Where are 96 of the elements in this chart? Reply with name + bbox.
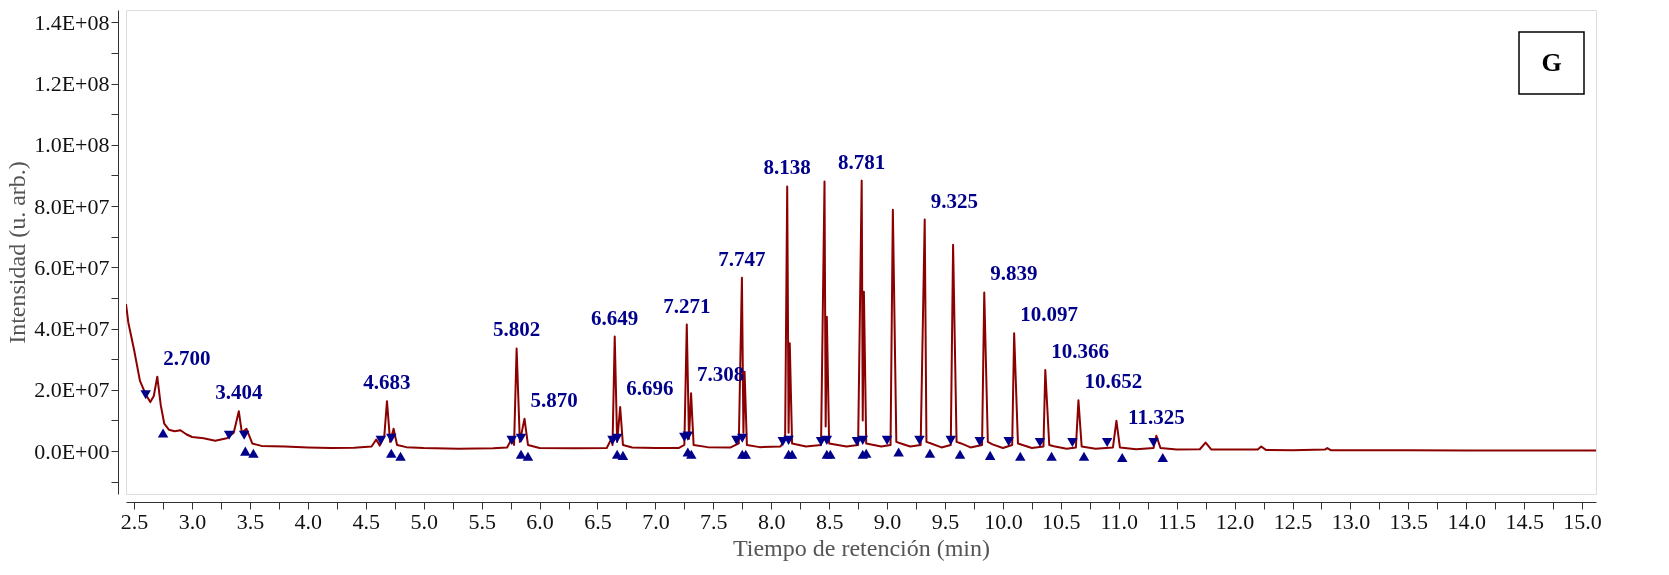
point [1148, 438, 1159, 448]
y-tick-label: 0.0E+00 [34, 438, 110, 464]
y-tick-label: 1.4E+08 [34, 9, 110, 35]
point [1067, 438, 1078, 448]
annotation: 5.870 [530, 387, 578, 412]
point [945, 435, 957, 445]
y-tick-label: 1.0E+08 [34, 132, 110, 158]
x-tick-label: 9.0 [873, 508, 902, 534]
annotation: 8.781 [838, 149, 886, 174]
line-series [126, 179, 1596, 452]
y-tick-label: 8.0E+07 [34, 193, 110, 219]
x-tick-label: 3.0 [178, 508, 207, 534]
annotation: 6.649 [591, 305, 639, 330]
point [617, 450, 629, 460]
point [924, 448, 936, 458]
x-tick-label: 8.5 [815, 508, 844, 534]
point [386, 448, 397, 458]
x-tick-label: 12.0 [1215, 508, 1255, 534]
x-tick-label: 5.5 [468, 508, 496, 534]
point [1034, 438, 1046, 448]
point [238, 430, 250, 440]
point [611, 433, 623, 443]
point [857, 435, 868, 445]
x-tick-label: 7.5 [700, 508, 728, 534]
point [506, 435, 517, 445]
x-tick-label: 11.5 [1158, 508, 1197, 534]
point [783, 435, 794, 445]
x-tick-label: 3.5 [236, 508, 265, 534]
y-tick-label: 4.0E+07 [34, 316, 110, 342]
point [825, 449, 836, 459]
point [375, 435, 387, 445]
annotation: 10.097 [1020, 302, 1078, 327]
point [223, 430, 235, 440]
x-tick-label: 13.5 [1389, 508, 1429, 534]
point [954, 449, 966, 459]
point [240, 446, 251, 456]
y-tick-label: 6.0E+07 [34, 254, 110, 280]
point [140, 390, 151, 400]
annotation: 8.138 [763, 155, 811, 180]
annotation: 6.696 [626, 376, 674, 400]
annotation: 9.839 [990, 261, 1038, 286]
x-tick-label: 9.5 [931, 508, 960, 534]
annotation: 11.325 [1128, 404, 1185, 429]
x-tick-label: 2.5 [120, 508, 149, 534]
point [1046, 451, 1057, 461]
annotation: 3.404 [215, 380, 263, 405]
x-axis-title: Tiempo de retención (min) [732, 534, 991, 561]
point [821, 435, 833, 445]
point [1101, 438, 1113, 448]
annotation: 4.683 [363, 370, 411, 395]
point [914, 435, 925, 445]
annotation: 10.366 [1051, 338, 1110, 363]
point [786, 449, 798, 459]
x-tick-label: 6.5 [584, 508, 612, 534]
y-tick-label: 1.2E+08 [34, 71, 110, 97]
point [386, 433, 397, 443]
point [686, 449, 697, 459]
x-tick-label: 13.0 [1331, 508, 1371, 534]
x-tick-label: 12.5 [1273, 508, 1313, 534]
y-axis-title: Intensidad (u. arb.) [4, 161, 31, 344]
x-tick-label: 14.5 [1505, 508, 1544, 534]
x-tick-label: 15.0 [1563, 508, 1602, 534]
point [522, 451, 534, 461]
x-tick-label: 14.0 [1447, 508, 1487, 534]
x-tick-label: 10.5 [1042, 508, 1081, 534]
annotation: 7.747 [718, 246, 766, 271]
annotation: 5.802 [492, 317, 541, 342]
point [1078, 451, 1090, 461]
point [881, 435, 893, 445]
point [157, 428, 169, 438]
x-tick-label: 7.0 [642, 508, 670, 534]
point [737, 433, 748, 443]
annotation: 9.325 [930, 188, 978, 213]
x-tick-label: 5.0 [410, 508, 438, 534]
annotation: 10.652 [1084, 369, 1143, 394]
x-tick-label: 8.0 [757, 508, 786, 534]
point [395, 451, 406, 461]
point [682, 431, 694, 441]
point [893, 447, 904, 457]
point [984, 450, 996, 460]
annotation: 2.700 [163, 345, 211, 370]
point [1157, 453, 1169, 463]
x-tick-label: 4.5 [352, 508, 381, 534]
point [248, 448, 259, 458]
x-tick-label: 10.0 [984, 508, 1023, 534]
point [974, 437, 985, 447]
x-tick-label: 4.0 [294, 508, 323, 534]
point [1015, 451, 1026, 461]
point [1003, 437, 1014, 447]
annotation: G [1541, 48, 1562, 77]
point [515, 433, 527, 443]
x-tick-label: 6.0 [526, 508, 554, 534]
annotation: 7.271 [663, 293, 711, 318]
point [1116, 453, 1128, 463]
y-tick-label: 2.0E+07 [34, 377, 110, 403]
x-tick-label: 11.0 [1100, 508, 1139, 534]
